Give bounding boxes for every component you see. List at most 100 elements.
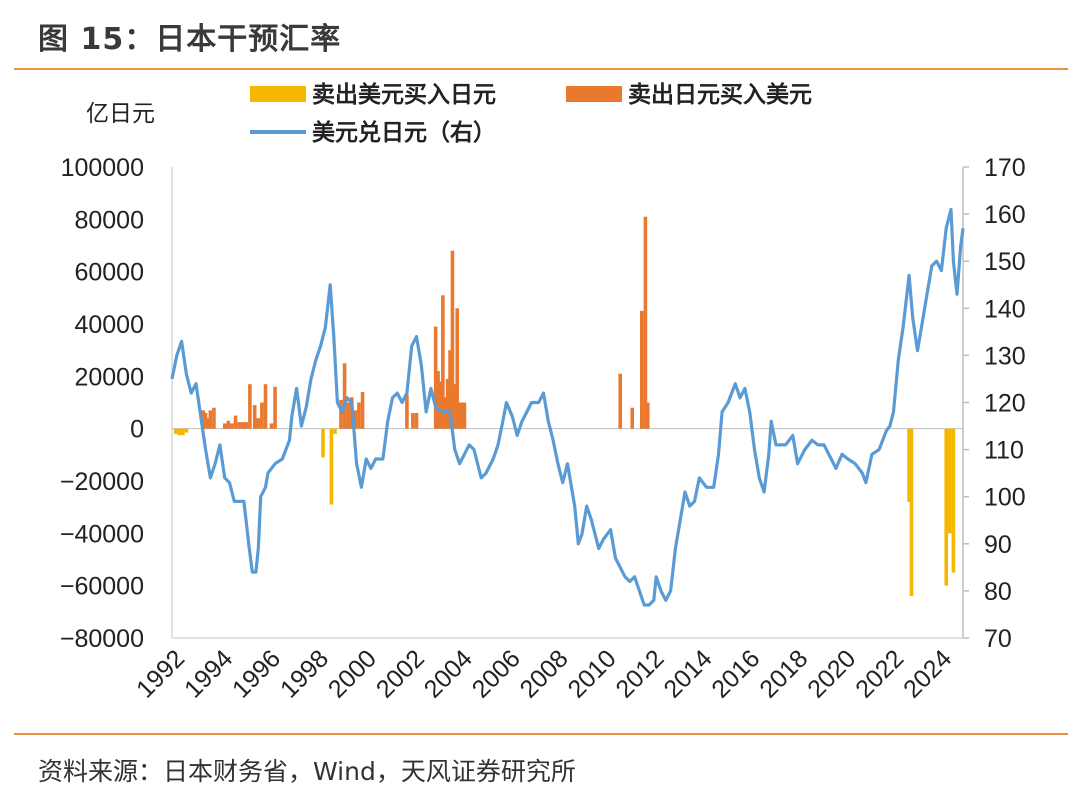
- bar-buy-usd: [260, 402, 264, 429]
- left-tick-label: −60000: [60, 573, 144, 601]
- x-tick-label: 1998: [275, 644, 334, 703]
- bar-buy-usd: [237, 422, 241, 429]
- bar-buy-usd: [441, 295, 445, 429]
- bar-buy-usd: [353, 410, 358, 429]
- x-tick-label: 2002: [371, 644, 430, 703]
- bar-buy-usd: [360, 392, 365, 429]
- x-tick-label: 2006: [467, 644, 526, 703]
- x-tick-label: 2008: [515, 644, 574, 703]
- bar-sell-usd: [333, 428, 337, 434]
- bar-buy-usd: [645, 402, 650, 429]
- bar-buy-usd: [256, 418, 261, 429]
- x-tick-label: 2010: [563, 644, 622, 703]
- bar-buy-usd: [273, 386, 277, 429]
- left-tick-label: 40000: [74, 311, 144, 339]
- legend-swatch-buy_usd: [566, 86, 622, 102]
- left-tick-label: 80000: [74, 206, 144, 234]
- left-tick-label: −80000: [60, 625, 144, 653]
- right-tick-label: 130: [984, 342, 1026, 370]
- bar-sell-usd: [944, 428, 949, 586]
- bar-sell-usd: [321, 428, 325, 458]
- page-title: 图 15：日本干预汇率: [38, 22, 342, 57]
- legend-label-sell_usd: 卖出美元买入日元: [312, 81, 496, 108]
- bar-buy-usd: [201, 410, 205, 429]
- bar-sell-usd: [180, 428, 185, 436]
- top-divider: [14, 68, 1068, 70]
- bar-buy-usd: [640, 310, 644, 429]
- bar-buy-usd: [455, 308, 460, 429]
- bar-buy-usd: [618, 373, 623, 429]
- legend-label-usdjpy: 美元兑日元（右）: [312, 119, 496, 146]
- bar-sell-usd: [184, 428, 189, 433]
- left-tick-label: −40000: [60, 520, 144, 548]
- x-tick-label: 2020: [802, 644, 861, 703]
- right-tick-label: 150: [984, 248, 1026, 276]
- legend-label-buy_usd: 卖出日元买入美元: [628, 81, 812, 108]
- bar-buy-usd: [212, 407, 216, 429]
- bar-buy-usd: [414, 412, 419, 429]
- x-tick-label: 2018: [754, 644, 813, 703]
- bar-sell-usd: [909, 428, 914, 597]
- bar-sell-usd: [948, 428, 952, 534]
- left-tick-label: −20000: [60, 468, 144, 496]
- x-tick-label: 2014: [658, 644, 717, 703]
- bar-buy-usd: [433, 326, 438, 429]
- x-tick-label: 1994: [179, 644, 238, 703]
- bar-buy-usd: [206, 418, 210, 429]
- usdjpy-line: [170, 207, 965, 607]
- bar-buy-usd: [339, 399, 343, 429]
- left-axis-unit: 亿日元: [86, 101, 155, 127]
- x-tick-label: 2024: [898, 644, 957, 703]
- right-tick-label: 120: [984, 390, 1026, 418]
- bar-buy-usd: [244, 422, 249, 429]
- bar-buy-usd: [630, 407, 635, 429]
- bar-buy-usd: [445, 378, 450, 429]
- bar-buy-usd: [240, 422, 245, 429]
- legend-swatch-sell_usd: [250, 86, 306, 102]
- left-tick-label: 100000: [61, 154, 144, 182]
- bar-buy-usd: [450, 250, 455, 429]
- bar-buy-usd: [230, 423, 234, 429]
- left-tick-label: 60000: [74, 259, 144, 287]
- x-tick-label: 2022: [850, 644, 909, 703]
- right-tick-label: 160: [984, 201, 1026, 229]
- bar-buy-usd: [448, 350, 452, 429]
- bar-buy-usd: [269, 423, 274, 429]
- bar-buy-usd: [233, 415, 238, 429]
- bar-buy-usd: [438, 381, 443, 429]
- bar-buy-usd: [203, 412, 208, 429]
- bar-buy-usd: [411, 412, 415, 429]
- right-tick-label: 110: [984, 437, 1024, 465]
- bar-buy-usd: [436, 371, 440, 429]
- x-tick-label: 2000: [323, 644, 382, 703]
- bar-buy-usd: [462, 402, 467, 429]
- source-note: 资料来源：日本财务省，Wind，天风证券研究所: [38, 757, 576, 786]
- bar-sell-usd: [907, 428, 911, 502]
- x-tick-label: 2004: [419, 644, 478, 703]
- bar-sell-usd: [951, 428, 956, 573]
- right-tick-label: 100: [984, 484, 1026, 512]
- bar-buy-usd: [252, 405, 257, 429]
- bar-buy-usd: [208, 410, 213, 429]
- bar-buy-usd: [405, 394, 409, 429]
- left-tick-label: 20000: [74, 363, 144, 391]
- bar-buy-usd: [643, 216, 648, 429]
- x-tick-label: 1996: [227, 644, 286, 703]
- right-tick-label: 170: [984, 154, 1026, 182]
- bar-buy-usd: [248, 384, 252, 429]
- bar-buy-usd: [460, 402, 464, 429]
- x-tick-label: 2012: [611, 644, 670, 703]
- right-tick-label: 90: [984, 531, 1012, 559]
- bar-buy-usd: [342, 363, 347, 429]
- bar-buy-usd: [222, 423, 227, 429]
- bar-buy-usd: [226, 420, 231, 429]
- bar-buy-usd: [346, 402, 350, 429]
- bar-buy-usd: [357, 402, 361, 429]
- bar-buy-usd: [453, 384, 457, 429]
- right-tick-label: 80: [984, 578, 1012, 606]
- x-tick-label: 2016: [706, 644, 765, 703]
- right-tick-label: 140: [984, 295, 1026, 323]
- bar-buy-usd: [457, 402, 462, 429]
